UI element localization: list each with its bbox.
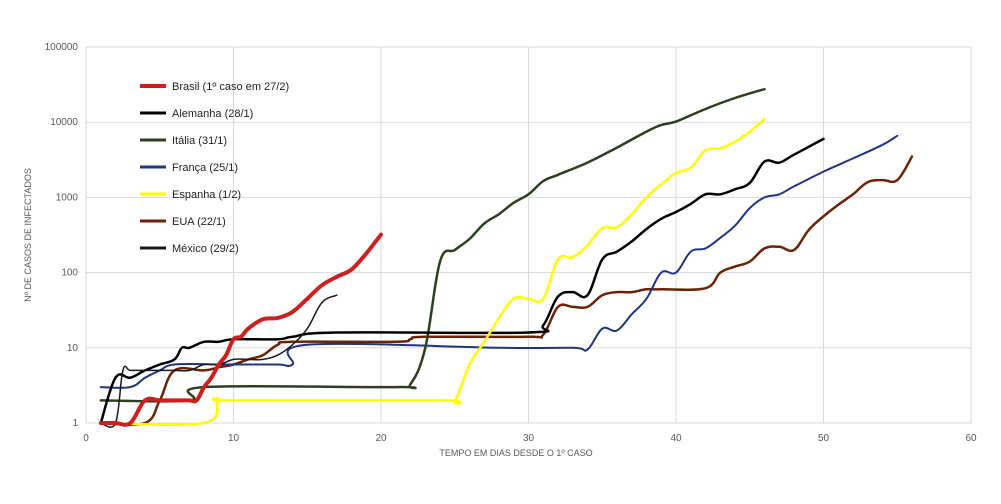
x-tick-label: 0 xyxy=(83,433,89,444)
legend-label: Espanha (1/2) xyxy=(172,189,241,201)
series-line-5 xyxy=(99,155,914,427)
series-line-4 xyxy=(99,117,766,427)
x-tick-label: 30 xyxy=(523,433,535,444)
x-tick-label: 60 xyxy=(965,433,977,444)
y-tick-label: 1 xyxy=(72,418,78,429)
series-line-0 xyxy=(98,232,383,427)
legend-label: Brasil (1º caso em 27/2) xyxy=(172,81,289,93)
y-axis-ticks: 1 10 100 1000 10000 100000 xyxy=(45,42,79,429)
x-axis-ticks: 0 10 20 30 40 50 60 xyxy=(83,433,977,444)
y-tick-label: 10000 xyxy=(50,117,78,128)
x-axis-title: TEMPO EM DIAS DESDE O 1º CASO xyxy=(439,448,592,458)
legend-label: França (25/1) xyxy=(172,162,238,174)
y-tick-label: 10 xyxy=(67,343,79,354)
series-line-1 xyxy=(99,137,825,425)
y-tick-label: 1000 xyxy=(56,192,79,203)
x-tick-label: 50 xyxy=(818,433,830,444)
legend-label: Alemanha (28/1) xyxy=(172,108,253,120)
y-axis-title: Nº DE CASOS DE INFECTADOS xyxy=(23,168,33,302)
legend: Brasil (1º caso em 27/2) Alemanha (28/1) I… xyxy=(140,81,289,255)
legend-label: Itália (31/1) xyxy=(172,135,227,147)
series-line-6 xyxy=(100,294,338,428)
series-lines xyxy=(98,87,914,428)
x-tick-label: 20 xyxy=(375,433,387,444)
y-tick-label: 100000 xyxy=(45,42,79,53)
legend-label: EUA (22/1) xyxy=(172,216,226,228)
x-tick-label: 40 xyxy=(670,433,682,444)
legend-label: México (29/2) xyxy=(172,243,239,255)
y-tick-label: 100 xyxy=(61,268,78,279)
x-tick-label: 10 xyxy=(228,433,240,444)
grid-lines xyxy=(85,46,972,424)
series-line-2 xyxy=(99,87,766,403)
